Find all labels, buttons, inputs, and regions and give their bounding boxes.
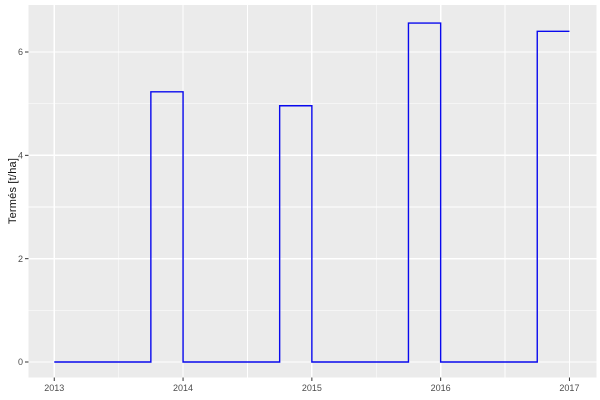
x-tick-label: 2014 [173, 383, 193, 393]
x-tick-label: 2017 [559, 383, 579, 393]
y-tick-label: 0 [18, 357, 23, 367]
y-tick-label: 4 [18, 151, 23, 161]
x-tick-label: 2015 [302, 383, 322, 393]
yield-data-line [54, 22, 570, 363]
y-tick-label: 6 [18, 47, 23, 57]
x-tick-label: 2016 [431, 383, 451, 393]
y-tick-label: 2 [18, 254, 23, 264]
x-tick-label: 2013 [44, 383, 64, 393]
